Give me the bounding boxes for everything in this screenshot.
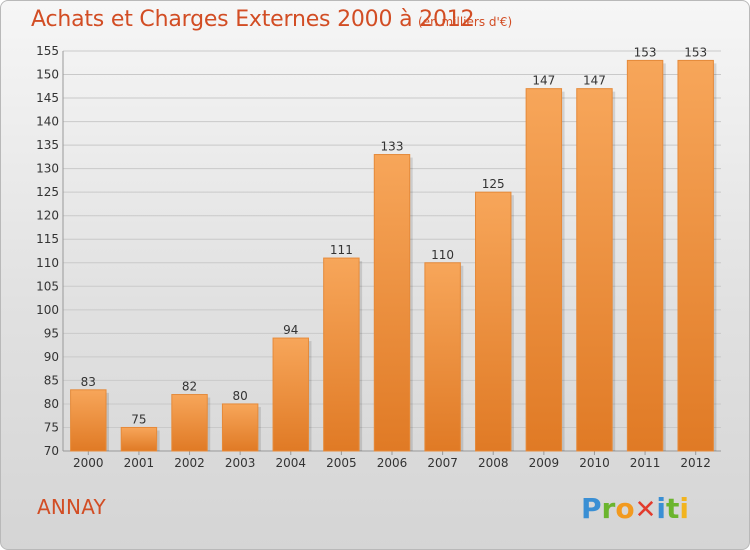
x-tick-label: 2008 — [478, 456, 509, 470]
x-tick-label: 2010 — [579, 456, 610, 470]
y-tick-label: 105 — [36, 279, 59, 293]
y-tick-label: 85 — [44, 373, 59, 387]
x-tick-label: 2009 — [529, 456, 560, 470]
data-label-2010: 147 — [583, 74, 606, 88]
x-tick-label: 2003 — [225, 456, 256, 470]
data-label-2002: 82 — [182, 380, 197, 394]
y-tick-label: 140 — [36, 115, 59, 129]
y-tick-label: 70 — [44, 444, 59, 458]
data-label-2005: 111 — [330, 243, 353, 257]
commune-name: ANNAY — [37, 495, 106, 519]
x-tick-label: 2007 — [427, 456, 458, 470]
y-tick-label: 95 — [44, 326, 59, 340]
y-tick-label: 145 — [36, 91, 59, 105]
x-tick-label: 2002 — [174, 456, 205, 470]
axes: 70 75 80 85 90 95 100 105 110 115 120 125 130 135 140 1… — [36, 44, 721, 470]
data-label-2001: 75 — [131, 412, 146, 426]
bar-2011 — [626, 59, 664, 452]
y-tick-label: 135 — [36, 138, 59, 152]
y-tick-label: 150 — [36, 68, 59, 82]
y-tick-label: 125 — [36, 185, 59, 199]
bar-2006 — [373, 154, 411, 452]
x-tick-label: 2000 — [73, 456, 104, 470]
y-tick-label: 115 — [36, 232, 59, 246]
bar-2002 — [171, 394, 208, 452]
data-label-2007: 110 — [431, 248, 454, 262]
bar-2001 — [120, 426, 158, 452]
chart-subtitle: (en milliers d'€) — [418, 15, 513, 29]
x-tick-label: 2005 — [326, 456, 357, 470]
bar-2000 — [70, 389, 107, 452]
bar-2005 — [323, 257, 360, 452]
x-tick-label: 2001 — [124, 456, 155, 470]
bar-2004 — [272, 337, 309, 452]
y-tick-label: 90 — [44, 350, 59, 364]
bars — [70, 59, 717, 452]
y-tick-label: 130 — [36, 162, 59, 176]
data-label-2004: 94 — [283, 323, 298, 337]
y-tick-label: 75 — [44, 420, 59, 434]
data-label-2003: 80 — [233, 389, 248, 403]
bar-2008 — [475, 191, 512, 452]
bar-2009 — [525, 88, 563, 452]
bar-2010 — [576, 88, 613, 452]
x-tick-label: 2012 — [680, 456, 711, 470]
bar-2003 — [221, 403, 259, 452]
y-tick-label: 120 — [36, 209, 59, 223]
bar-2012 — [677, 59, 714, 452]
chart-title: Achats et Charges Externes 2000 à 2012 — [31, 7, 475, 32]
x-tick-label: 2006 — [377, 456, 408, 470]
data-label-2000: 83 — [81, 375, 96, 389]
bar-2007 — [424, 262, 461, 452]
y-tick-label: 155 — [36, 44, 59, 58]
data-labels: 83 75 82 80 94 111 133 110 125 147 147 153 153 — [81, 45, 707, 426]
data-label-2012: 153 — [684, 45, 707, 59]
x-tick-label: 2011 — [630, 456, 661, 470]
y-tick-label: 80 — [44, 397, 59, 411]
data-label-2006: 133 — [381, 140, 404, 154]
data-label-2009: 147 — [532, 74, 555, 88]
y-tick-label: 100 — [36, 303, 59, 317]
proxiti-logo[interactable]: Pro✕iti — [581, 492, 689, 525]
x-tick-label: 2004 — [275, 456, 306, 470]
y-tick-label: 110 — [36, 256, 59, 270]
data-label-2008: 125 — [482, 177, 505, 191]
data-label-2011: 153 — [634, 45, 657, 59]
